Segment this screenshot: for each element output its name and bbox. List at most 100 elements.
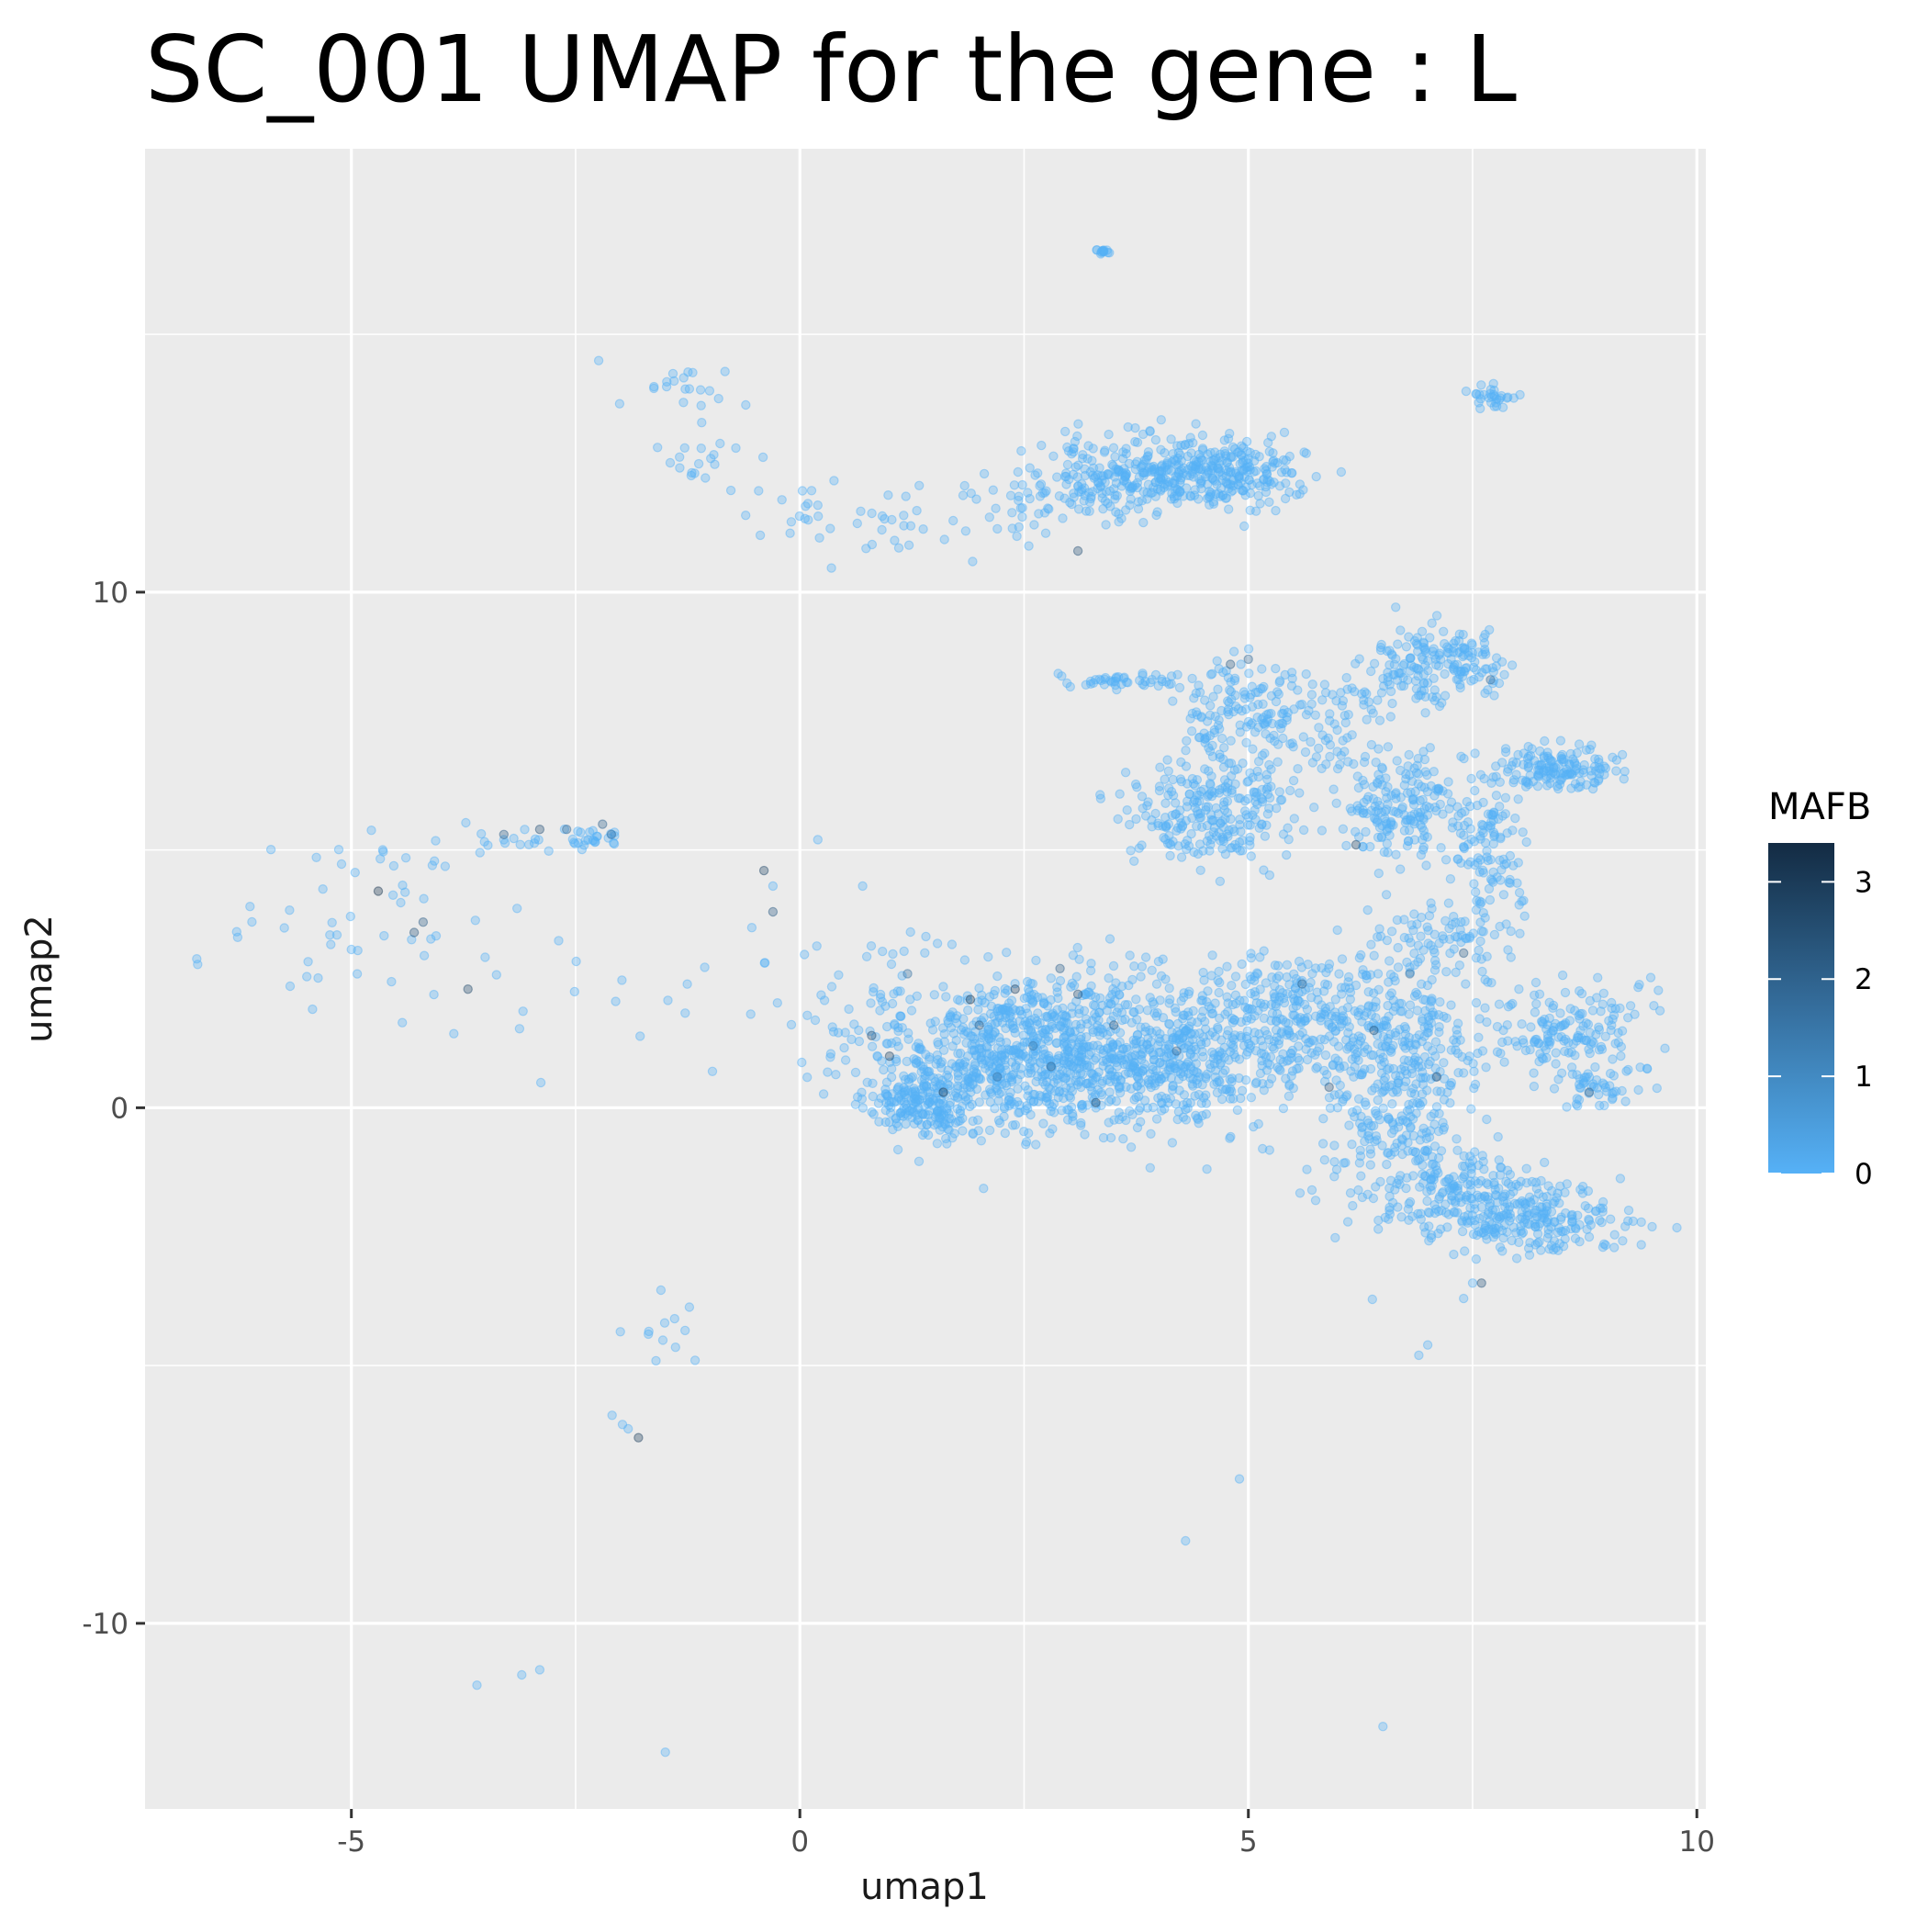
scatter-point <box>373 886 384 896</box>
scatter-point <box>1636 1217 1646 1228</box>
scatter-point <box>1308 803 1319 813</box>
scatter-point <box>1330 994 1341 1005</box>
scatter-point <box>884 1100 894 1111</box>
scatter-point <box>935 1114 946 1124</box>
scatter-point <box>933 1039 944 1050</box>
scatter-point <box>1132 482 1143 493</box>
scatter-point <box>943 1017 954 1028</box>
scatter-point <box>939 1037 950 1047</box>
scatter-point <box>333 845 344 855</box>
scatter-point <box>938 1083 949 1093</box>
scatter-point <box>1138 1063 1149 1074</box>
scatter-point <box>895 1107 905 1118</box>
scatter-point <box>1470 1204 1480 1214</box>
scatter-point <box>901 1118 911 1129</box>
scatter-point <box>1418 1123 1429 1134</box>
scatter-point <box>1402 957 1412 968</box>
scatter-point <box>1595 1215 1605 1226</box>
scatter-point <box>1031 1076 1041 1087</box>
scatter-point <box>1007 1070 1017 1081</box>
scatter-point <box>907 1106 918 1118</box>
scatter-point <box>1385 712 1396 722</box>
scatter-point <box>499 829 510 840</box>
scatter-point <box>1120 1069 1130 1080</box>
scatter-point <box>571 956 581 967</box>
scatter-point <box>1076 1101 1087 1111</box>
scatter-point <box>862 1077 872 1088</box>
scatter-point <box>881 1077 892 1087</box>
scatter-point <box>936 1057 947 1067</box>
scatter-point <box>1241 810 1251 820</box>
scatter-point <box>1366 739 1377 750</box>
scatter-point <box>1162 755 1172 765</box>
scatter-point <box>1000 1128 1011 1139</box>
scatter-point <box>910 1090 920 1101</box>
scatter-point <box>1006 1076 1017 1087</box>
scatter-point <box>1043 1050 1054 1061</box>
scatter-point <box>1043 1069 1053 1080</box>
scatter-point <box>1035 1090 1045 1101</box>
scatter-point <box>1238 758 1248 769</box>
scatter-point <box>1470 748 1480 758</box>
scatter-point <box>1132 456 1142 466</box>
scatter-point <box>942 1079 953 1089</box>
scatter-point <box>1407 776 1418 787</box>
scatter-point <box>1086 1047 1096 1058</box>
scatter-point <box>1212 1077 1222 1087</box>
scatter-point <box>1572 747 1583 758</box>
scatter-point <box>903 540 914 550</box>
scatter-point <box>1070 1056 1081 1066</box>
scatter-point <box>480 952 490 962</box>
scatter-point <box>1107 1039 1118 1050</box>
scatter-point <box>1409 991 1420 1002</box>
scatter-point <box>1495 1242 1506 1252</box>
scatter-point <box>892 986 903 996</box>
scatter-point <box>925 1106 935 1116</box>
scatter-point <box>1138 670 1148 680</box>
scatter-point <box>1435 996 1445 1007</box>
scatter-point <box>1104 1076 1115 1087</box>
scatter-point <box>973 996 983 1007</box>
y-tick-label: 0 <box>110 1092 129 1125</box>
scatter-point <box>1005 1007 1015 1017</box>
scatter-point <box>876 1093 886 1104</box>
scatter-point <box>1201 1073 1211 1084</box>
scatter-point <box>946 1114 957 1124</box>
scatter-point <box>993 1058 1003 1068</box>
scatter-point <box>1074 1063 1084 1073</box>
scatter-point <box>1360 1097 1371 1107</box>
scatter-point <box>1507 760 1517 771</box>
scatter-point <box>925 1096 935 1107</box>
scatter-point <box>1243 654 1253 665</box>
scatter-point <box>993 1115 1004 1126</box>
scatter-point <box>1257 664 1267 674</box>
scatter-point <box>1498 1025 1508 1036</box>
scatter-point <box>912 1094 923 1105</box>
scatter-point <box>1431 1072 1442 1082</box>
scatter-point <box>1172 1018 1183 1029</box>
scatter-point <box>1270 993 1280 1004</box>
scatter-point <box>861 544 871 554</box>
scatter-point <box>1048 1008 1058 1018</box>
scatter-point <box>1061 479 1071 489</box>
scatter-point <box>1259 1085 1270 1095</box>
scatter-point <box>1126 1068 1137 1078</box>
scatter-point <box>1059 1011 1070 1021</box>
scatter-point <box>1514 887 1525 898</box>
scatter-point <box>1048 1098 1059 1109</box>
scatter-point <box>1224 825 1234 836</box>
scatter-point <box>958 1126 968 1136</box>
scatter-point <box>991 1068 1002 1079</box>
scatter-point <box>1414 1098 1425 1109</box>
scatter-point <box>1013 1048 1024 1058</box>
scatter-point <box>1005 1072 1016 1083</box>
scatter-point <box>1059 1093 1069 1104</box>
scatter-point <box>1477 966 1487 977</box>
scatter-point <box>1573 1030 1584 1041</box>
scatter-point <box>1014 1107 1024 1118</box>
scatter-point <box>1130 422 1140 433</box>
scatter-point <box>1150 434 1161 445</box>
scatter-point <box>928 1081 938 1092</box>
scatter-point <box>1447 919 1457 930</box>
scatter-point <box>1482 1114 1492 1125</box>
